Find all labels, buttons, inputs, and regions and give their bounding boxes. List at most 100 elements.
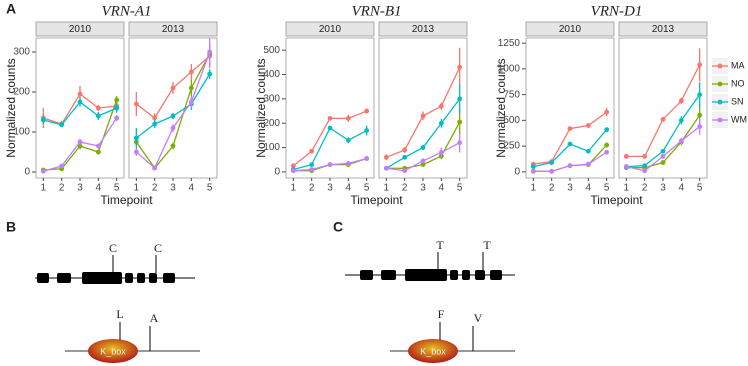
gene-title: VRN-B1 bbox=[352, 3, 402, 19]
point bbox=[660, 148, 666, 154]
point bbox=[170, 125, 176, 131]
point bbox=[152, 165, 158, 171]
y-tick-label: 100 bbox=[263, 142, 280, 153]
gene-title: VRN-A1 bbox=[102, 3, 152, 19]
point bbox=[530, 164, 536, 170]
point bbox=[697, 92, 703, 98]
strip-label: 2010 bbox=[559, 24, 582, 35]
legend-point bbox=[717, 63, 723, 69]
x-tick-label: 2 bbox=[59, 183, 65, 194]
point bbox=[364, 156, 370, 161]
aa-label: L bbox=[116, 307, 123, 321]
point bbox=[642, 168, 648, 174]
protein-model bbox=[65, 322, 200, 363]
point bbox=[402, 168, 408, 174]
y-tick-label: 300 bbox=[263, 94, 280, 105]
y-tick-label: 200 bbox=[13, 87, 30, 98]
point bbox=[697, 112, 703, 118]
point bbox=[152, 115, 158, 121]
point bbox=[114, 97, 120, 103]
point bbox=[678, 117, 684, 123]
legend-point bbox=[717, 99, 723, 105]
x-tick-label: 4 bbox=[679, 183, 685, 194]
y-tick-label: 200 bbox=[263, 118, 280, 129]
panel bbox=[128, 37, 218, 179]
point bbox=[95, 113, 101, 119]
point bbox=[207, 49, 213, 55]
x-tick-label: 2 bbox=[309, 183, 315, 194]
point bbox=[133, 101, 139, 107]
y-tick-label: 0 bbox=[274, 167, 280, 178]
point bbox=[364, 128, 370, 133]
point bbox=[623, 153, 629, 159]
point bbox=[420, 145, 426, 150]
x-tick-label: 5 bbox=[604, 183, 610, 194]
aa-label: V bbox=[474, 311, 483, 325]
point bbox=[133, 135, 139, 141]
point bbox=[77, 143, 83, 149]
point bbox=[604, 142, 610, 148]
x-tick-label: 2 bbox=[549, 183, 555, 194]
point bbox=[697, 62, 703, 68]
x-tick-label: 4 bbox=[346, 183, 352, 194]
protein-model bbox=[390, 322, 515, 363]
point bbox=[642, 163, 648, 169]
strip-label: 2013 bbox=[162, 24, 185, 35]
point bbox=[438, 150, 444, 155]
point bbox=[309, 148, 315, 154]
point bbox=[309, 162, 315, 168]
point bbox=[585, 161, 591, 167]
point bbox=[59, 163, 65, 169]
point bbox=[604, 127, 610, 133]
point bbox=[678, 138, 684, 144]
x-tick-label: 3 bbox=[567, 183, 573, 194]
point bbox=[660, 116, 666, 122]
point bbox=[309, 167, 315, 172]
point bbox=[549, 160, 555, 165]
point bbox=[114, 115, 120, 121]
point bbox=[438, 120, 444, 126]
x-tick-label: 3 bbox=[77, 183, 83, 194]
y-tick-label: 400 bbox=[263, 69, 280, 80]
strip-label: 2010 bbox=[69, 24, 92, 35]
panel-label: A bbox=[6, 1, 16, 17]
x-tick-label: 1 bbox=[531, 183, 537, 194]
snp-label: T bbox=[436, 238, 444, 252]
point bbox=[327, 115, 333, 121]
point bbox=[438, 103, 444, 109]
x-tick-label: 3 bbox=[327, 183, 333, 194]
point bbox=[327, 125, 333, 131]
point bbox=[623, 164, 629, 170]
point bbox=[77, 139, 83, 145]
point bbox=[402, 147, 408, 153]
x-axis-label: Timepoint bbox=[100, 193, 153, 207]
x-tick-label: 5 bbox=[697, 183, 703, 194]
x-tick-label: 3 bbox=[170, 183, 176, 194]
y-tick-label: 0 bbox=[514, 166, 520, 177]
x-tick-label: 2 bbox=[642, 183, 648, 194]
x-tick-label: 1 bbox=[291, 183, 297, 194]
y-tick-label: 500 bbox=[503, 115, 520, 126]
point bbox=[660, 153, 666, 159]
y-tick-label: 300 bbox=[13, 47, 30, 58]
x-tick-label: 4 bbox=[96, 183, 102, 194]
legend-point bbox=[717, 81, 723, 87]
legend-label: NO bbox=[731, 78, 745, 88]
x-tick-label: 2 bbox=[152, 183, 158, 194]
panel-label: B bbox=[6, 219, 16, 235]
y-tick-label: 250 bbox=[503, 141, 520, 152]
x-tick-label: 1 bbox=[41, 183, 47, 194]
panel bbox=[525, 37, 615, 179]
point bbox=[660, 160, 666, 165]
point bbox=[604, 149, 610, 155]
x-axis-label: Timepoint bbox=[590, 193, 643, 207]
strip bbox=[618, 21, 708, 37]
point bbox=[207, 71, 213, 77]
point bbox=[188, 85, 194, 91]
x-tick-label: 4 bbox=[439, 183, 445, 194]
point bbox=[188, 69, 194, 75]
panel bbox=[378, 37, 468, 179]
point bbox=[585, 148, 591, 154]
y-tick-label: 0 bbox=[24, 167, 30, 178]
